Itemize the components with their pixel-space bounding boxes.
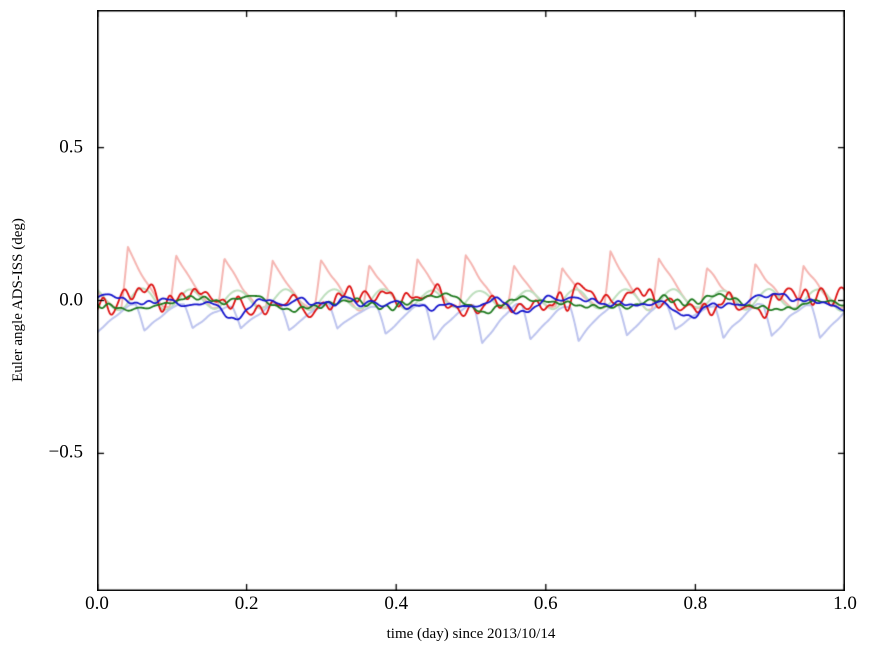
y-tick-label: 0.0 xyxy=(59,289,83,311)
x-tick-label: 0.2 xyxy=(234,593,259,614)
y-tick-label: 0.5 xyxy=(59,136,83,158)
y-tick-label: −0.5 xyxy=(48,441,83,463)
x-tick-label: 0.0 xyxy=(85,593,109,614)
x-tick-label: 0.4 xyxy=(384,593,409,614)
x-tick-label: 1.0 xyxy=(833,593,857,614)
x-axis-label: time (day) since 2013/10/14 xyxy=(386,626,556,642)
x-tick-label: 0.8 xyxy=(683,593,708,614)
y-tick-labels: 0.5 0.0 −0.5 xyxy=(0,10,88,591)
plot-area xyxy=(97,10,845,591)
y-axis-label: Euler angle ADS-ISS (deg) xyxy=(10,218,26,382)
x-tick-label: 0.6 xyxy=(533,593,558,614)
x-tick-labels: 0.0 0.2 0.4 0.6 0.8 1.0 xyxy=(85,593,857,619)
